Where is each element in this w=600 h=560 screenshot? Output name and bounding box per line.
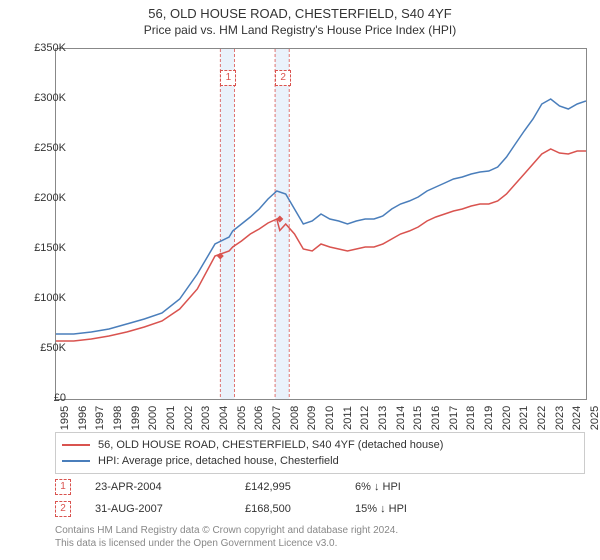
y-axis-tick-label: £100K bbox=[16, 292, 66, 304]
x-axis-tick-label: 2024 bbox=[571, 406, 583, 430]
sale-pct: 6% ↓ HPI bbox=[355, 481, 445, 493]
x-axis-tick-label: 2005 bbox=[236, 406, 248, 430]
x-axis-tick-label: 2013 bbox=[377, 406, 389, 430]
sale-row: 1 23-APR-2004 £142,995 6% ↓ HPI bbox=[55, 476, 585, 498]
page-container: 56, OLD HOUSE ROAD, CHESTERFIELD, S40 4Y… bbox=[0, 0, 600, 560]
x-axis-tick-label: 2020 bbox=[501, 406, 513, 430]
sale-pct: 15% ↓ HPI bbox=[355, 503, 445, 515]
legend-label: 56, OLD HOUSE ROAD, CHESTERFIELD, S40 4Y… bbox=[98, 439, 443, 451]
legend-swatch-icon bbox=[62, 444, 90, 446]
x-axis-tick-label: 2004 bbox=[218, 406, 230, 430]
x-axis-tick-label: 1996 bbox=[77, 406, 89, 430]
sale-marker-cell: 1 bbox=[55, 479, 95, 495]
sale-price: £142,995 bbox=[245, 481, 355, 493]
x-axis-tick-label: 1997 bbox=[94, 406, 106, 430]
x-axis-tick-label: 2010 bbox=[324, 406, 336, 430]
chart-svg bbox=[56, 49, 586, 399]
x-axis-tick-label: 2006 bbox=[253, 406, 265, 430]
sale-date: 23-APR-2004 bbox=[95, 481, 245, 493]
x-axis-tick-label: 2008 bbox=[289, 406, 301, 430]
chart-subtitle: Price paid vs. HM Land Registry's House … bbox=[0, 21, 600, 37]
legend-label: HPI: Average price, detached house, Ches… bbox=[98, 455, 339, 467]
x-axis-tick-label: 2007 bbox=[271, 406, 283, 430]
x-axis-tick-label: 2025 bbox=[589, 406, 600, 430]
x-axis-tick-label: 1999 bbox=[130, 406, 142, 430]
x-axis-tick-label: 2018 bbox=[465, 406, 477, 430]
sale-row: 2 31-AUG-2007 £168,500 15% ↓ HPI bbox=[55, 498, 585, 520]
sale-date: 31-AUG-2007 bbox=[95, 503, 245, 515]
x-axis-tick-label: 2017 bbox=[448, 406, 460, 430]
footer-line: This data is licensed under the Open Gov… bbox=[55, 537, 398, 550]
x-axis-tick-label: 2009 bbox=[306, 406, 318, 430]
y-axis-tick-label: £350K bbox=[16, 42, 66, 54]
x-axis-tick-label: 2022 bbox=[536, 406, 548, 430]
chart-title: 56, OLD HOUSE ROAD, CHESTERFIELD, S40 4Y… bbox=[0, 0, 600, 21]
legend-swatch-icon bbox=[62, 460, 90, 462]
sale-price: £168,500 bbox=[245, 503, 355, 515]
x-axis-tick-label: 2021 bbox=[518, 406, 530, 430]
chart-event-marker-icon: 2 bbox=[275, 70, 291, 86]
legend-item: HPI: Average price, detached house, Ches… bbox=[62, 453, 578, 469]
x-axis-tick-label: 2000 bbox=[147, 406, 159, 430]
x-axis-tick-label: 2015 bbox=[412, 406, 424, 430]
x-axis-tick-label: 1995 bbox=[59, 406, 71, 430]
y-axis-tick-label: £200K bbox=[16, 192, 66, 204]
legend-item: 56, OLD HOUSE ROAD, CHESTERFIELD, S40 4Y… bbox=[62, 437, 578, 453]
sale-marker-cell: 2 bbox=[55, 501, 95, 517]
sale-marker-icon: 2 bbox=[55, 501, 71, 517]
footer-line: Contains HM Land Registry data © Crown c… bbox=[55, 524, 398, 537]
sale-records: 1 23-APR-2004 £142,995 6% ↓ HPI 2 31-AUG… bbox=[55, 476, 585, 520]
x-axis-tick-label: 1998 bbox=[112, 406, 124, 430]
chart-event-marker-icon: 1 bbox=[220, 70, 236, 86]
x-axis-tick-label: 2011 bbox=[342, 406, 354, 430]
y-axis-tick-label: £50K bbox=[16, 342, 66, 354]
y-axis-tick-label: £0 bbox=[16, 392, 66, 404]
chart-legend: 56, OLD HOUSE ROAD, CHESTERFIELD, S40 4Y… bbox=[55, 432, 585, 474]
x-axis-tick-label: 2002 bbox=[183, 406, 195, 430]
x-axis-tick-label: 2012 bbox=[359, 406, 371, 430]
x-axis-tick-label: 2003 bbox=[200, 406, 212, 430]
chart-footer: Contains HM Land Registry data © Crown c… bbox=[55, 524, 398, 550]
chart-plot-area: 12 bbox=[55, 48, 587, 400]
sale-marker-icon: 1 bbox=[55, 479, 71, 495]
y-axis-tick-label: £300K bbox=[16, 92, 66, 104]
x-axis-tick-label: 2016 bbox=[430, 406, 442, 430]
x-axis-tick-label: 2014 bbox=[395, 406, 407, 430]
y-axis-tick-label: £250K bbox=[16, 142, 66, 154]
x-axis-tick-label: 2019 bbox=[483, 406, 495, 430]
x-axis-tick-label: 2001 bbox=[165, 406, 177, 430]
y-axis-tick-label: £150K bbox=[16, 242, 66, 254]
x-axis-tick-label: 2023 bbox=[554, 406, 566, 430]
